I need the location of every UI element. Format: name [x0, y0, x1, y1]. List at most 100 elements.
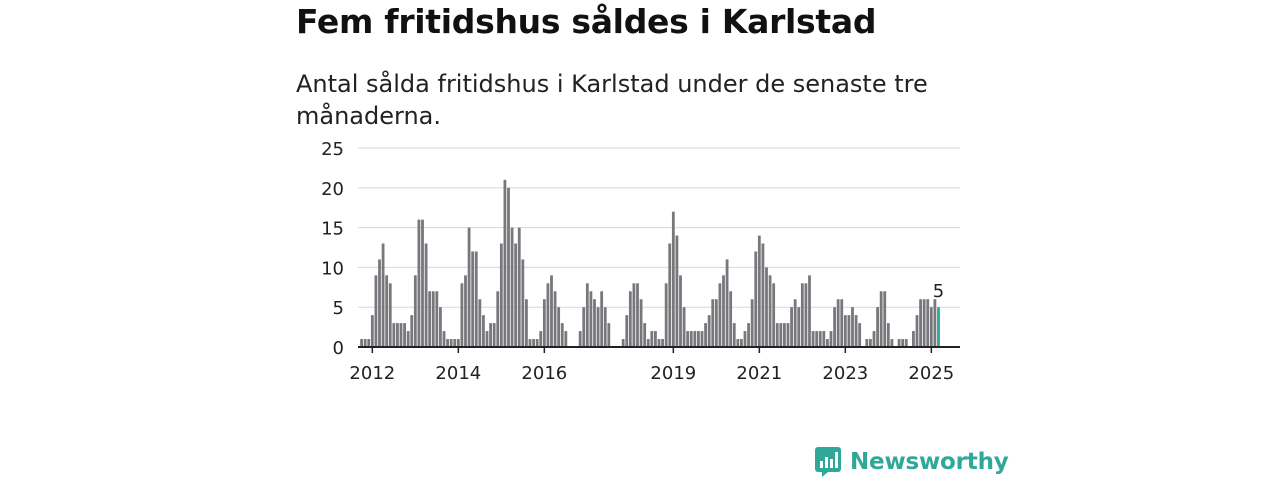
bar: [578, 331, 582, 347]
bar: [431, 291, 435, 347]
bar: [582, 307, 586, 347]
bar: [403, 323, 406, 347]
bar: [360, 339, 363, 347]
bar: [428, 291, 432, 347]
bar: [374, 275, 378, 347]
bar: [804, 283, 808, 347]
bar: [542, 299, 546, 347]
bar: [722, 275, 725, 347]
bar: [489, 323, 492, 347]
bar: [496, 291, 500, 347]
bar: [564, 331, 568, 347]
bar: [525, 299, 528, 347]
bar: [865, 339, 869, 347]
bar: [392, 323, 396, 347]
bar: [410, 315, 414, 347]
bar: [596, 307, 600, 347]
bar: [453, 339, 457, 347]
bar: [783, 323, 786, 347]
bar: [499, 243, 503, 347]
gridlines: [358, 147, 960, 308]
bar: [929, 307, 933, 347]
bar: [822, 331, 826, 347]
bar: [901, 339, 905, 347]
bar: [775, 323, 779, 347]
bar: [858, 323, 862, 347]
bar: [654, 331, 657, 347]
bar: [933, 299, 937, 347]
bar-highlight: [937, 307, 940, 347]
bar: [664, 283, 668, 347]
bar: [829, 331, 833, 347]
bar: [747, 323, 750, 347]
bar: [449, 339, 453, 347]
bar: [883, 291, 887, 347]
bar: [768, 275, 772, 347]
bar: [732, 323, 736, 347]
bar: [388, 283, 392, 347]
bar: [471, 251, 475, 347]
bar: [765, 267, 768, 347]
value-label: 5: [933, 281, 944, 302]
bar: [435, 291, 439, 347]
bar: [793, 299, 797, 347]
bar: [912, 331, 915, 347]
bar: [474, 251, 478, 347]
bar: [399, 323, 403, 347]
bar: [503, 179, 507, 347]
y-axis-ticks: 0 5 10 15 20 25: [321, 139, 344, 359]
bar: [736, 339, 740, 347]
bar: [363, 339, 367, 347]
bar: [815, 331, 819, 347]
bar: [840, 299, 844, 347]
newsworthy-chart-icon: [815, 447, 841, 477]
bar: [761, 243, 765, 347]
bar: [779, 323, 783, 347]
bar: [406, 331, 410, 347]
bar: [514, 243, 518, 347]
bar: [671, 211, 675, 347]
bar: [625, 315, 629, 347]
bar: [922, 299, 926, 347]
bar: [919, 299, 922, 347]
bar: [589, 291, 593, 347]
bar: [750, 299, 754, 347]
y-tick-label: 0: [333, 338, 344, 359]
bar: [904, 339, 908, 347]
bar: [621, 339, 625, 347]
bar: [632, 283, 636, 347]
bar: [679, 275, 682, 347]
bar: [668, 243, 672, 347]
bar: [897, 339, 901, 347]
bar: [754, 251, 758, 347]
bar: [725, 259, 729, 347]
bar: [643, 323, 647, 347]
bar: [367, 339, 371, 347]
x-tick-label: 2023: [822, 363, 868, 384]
bar: [585, 283, 589, 347]
bar: [424, 243, 428, 347]
bar: [421, 219, 424, 347]
bar: [478, 299, 482, 347]
bar: [661, 339, 664, 347]
x-tick-label: 2012: [349, 363, 395, 384]
bar: [607, 323, 611, 347]
bar: [646, 339, 650, 347]
bar: [872, 331, 876, 347]
bar: [560, 323, 564, 347]
bar: [464, 275, 467, 347]
bar: [854, 315, 858, 347]
bar: [510, 227, 514, 347]
bar: [442, 331, 446, 347]
bar: [439, 307, 442, 347]
bar: [851, 307, 854, 347]
brand-logo[interactable]: Newsworthy: [814, 446, 1009, 478]
bar: [797, 307, 801, 347]
bar: [460, 283, 464, 347]
bar: [557, 307, 561, 347]
x-tick-label: 2019: [650, 363, 696, 384]
bar: [833, 307, 836, 347]
y-tick-label: 25: [321, 139, 344, 160]
bar: [711, 299, 715, 347]
